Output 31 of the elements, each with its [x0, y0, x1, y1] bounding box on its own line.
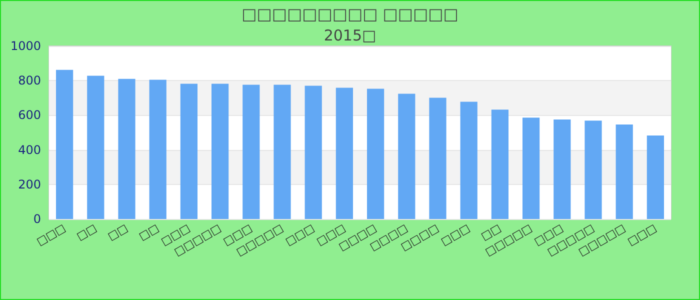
bar — [429, 98, 446, 219]
bar — [367, 88, 384, 219]
y-tick-label: 200 — [18, 177, 41, 192]
bar — [491, 110, 509, 219]
bar — [118, 78, 136, 219]
y-tick-label: 400 — [18, 142, 41, 157]
bar — [584, 120, 602, 219]
bar — [522, 118, 540, 219]
x-tick-label: □□ — [106, 221, 130, 244]
bar — [398, 94, 416, 219]
y-tick-label: 600 — [18, 108, 41, 122]
x-tick-label: □□ — [136, 221, 162, 244]
y-tick-label: 800 — [18, 74, 41, 88]
bar — [180, 84, 198, 219]
x-tick-label: □□ — [74, 221, 99, 244]
bar — [56, 70, 74, 219]
chart-title: □□□□□□□□□ □□□□□ — [242, 4, 458, 24]
bar — [554, 120, 571, 219]
y-tick-label: 1000 — [10, 39, 41, 53]
bar — [616, 124, 633, 219]
bar — [460, 102, 478, 219]
bar — [304, 86, 322, 219]
bar — [274, 84, 291, 219]
y-tick-label: 0 — [33, 212, 41, 226]
bar — [242, 84, 260, 219]
bar — [87, 76, 104, 219]
bar — [336, 88, 354, 219]
chart-subtitle: 2015□ — [324, 26, 376, 44]
bar — [149, 80, 166, 219]
bar — [646, 135, 664, 219]
bar — [212, 84, 229, 219]
